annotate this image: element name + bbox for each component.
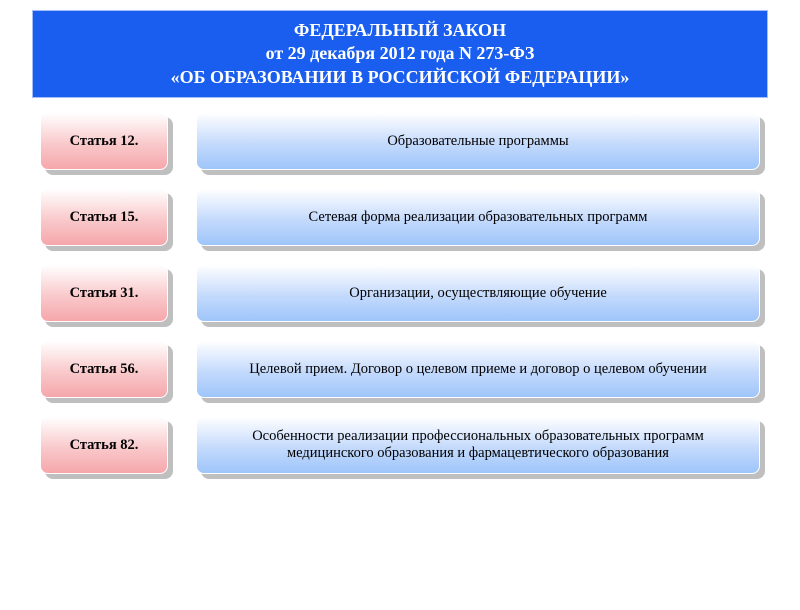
article-row: Статья 31. Организации, осуществляющие о…	[40, 264, 760, 322]
article-box: Статья 31.	[40, 264, 168, 322]
description-text: Сетевая форма реализации образовательных…	[196, 188, 760, 246]
description-text: Организации, осуществляющие обучение	[196, 264, 760, 322]
description-box: Организации, осуществляющие обучение	[196, 264, 760, 322]
description-box: Образовательные программы	[196, 112, 760, 170]
article-box: Статья 82.	[40, 416, 168, 474]
header-banner: ФЕДЕРАЛЬНЫЙ ЗАКОН от 29 декабря 2012 год…	[32, 10, 768, 98]
description-box: Особенности реализации профессиональных …	[196, 416, 760, 474]
article-box: Статья 56.	[40, 340, 168, 398]
articles-list: Статья 12. Образовательные программы Ста…	[40, 112, 760, 474]
article-row: Статья 15. Сетевая форма реализации обра…	[40, 188, 760, 246]
article-box: Статья 12.	[40, 112, 168, 170]
article-label: Статья 56.	[40, 340, 168, 398]
description-text: Особенности реализации профессиональных …	[196, 416, 760, 474]
header-line-1: ФЕДЕРАЛЬНЫЙ ЗАКОН	[43, 19, 757, 42]
header-line-2: от 29 декабря 2012 года N 273-ФЗ	[43, 42, 757, 65]
header-line-3: «ОБ ОБРАЗОВАНИИ В РОССИЙСКОЙ ФЕДЕРАЦИИ»	[43, 66, 757, 89]
description-text: Образовательные программы	[196, 112, 760, 170]
description-text: Целевой прием. Договор о целевом приеме …	[196, 340, 760, 398]
article-label: Статья 82.	[40, 416, 168, 474]
article-box: Статья 15.	[40, 188, 168, 246]
article-row: Статья 56. Целевой прием. Договор о целе…	[40, 340, 760, 398]
description-box: Сетевая форма реализации образовательных…	[196, 188, 760, 246]
article-label: Статья 31.	[40, 264, 168, 322]
article-row: Статья 82. Особенности реализации профес…	[40, 416, 760, 474]
article-label: Статья 15.	[40, 188, 168, 246]
article-row: Статья 12. Образовательные программы	[40, 112, 760, 170]
description-box: Целевой прием. Договор о целевом приеме …	[196, 340, 760, 398]
article-label: Статья 12.	[40, 112, 168, 170]
